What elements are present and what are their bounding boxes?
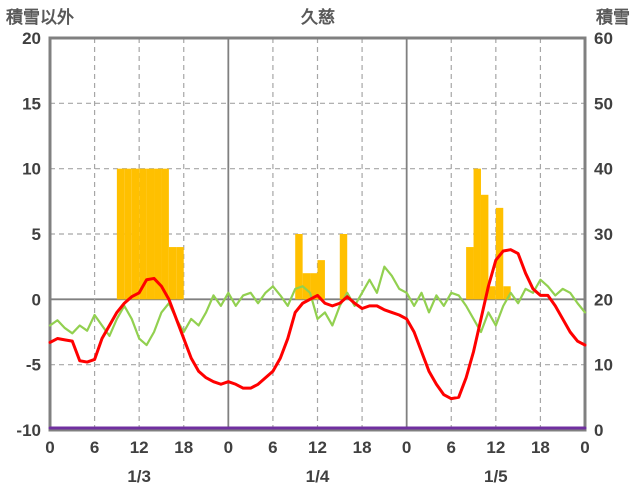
x-tick-label: 12 xyxy=(486,438,505,457)
red-line xyxy=(48,248,587,401)
x-tick-label: 12 xyxy=(308,438,327,457)
x-tick-label: 12 xyxy=(130,438,149,457)
left-tick-label: 15 xyxy=(22,94,41,113)
x-tick-label: 18 xyxy=(353,438,372,457)
left-tick-label: 0 xyxy=(32,290,41,309)
x-tick-label: 0 xyxy=(402,438,411,457)
x-tick-label: 0 xyxy=(580,438,589,457)
left-tick-label: 20 xyxy=(22,29,41,48)
green-line xyxy=(48,265,587,347)
left-tick-label: -10 xyxy=(16,421,41,440)
day-label: 1/3 xyxy=(127,467,151,486)
orange-bars xyxy=(473,168,481,300)
day-label: 1/4 xyxy=(306,467,330,486)
right-tick-label: 50 xyxy=(594,94,613,113)
left-tick-label: 10 xyxy=(22,160,41,179)
x-tick-label: 6 xyxy=(90,438,99,457)
orange-bars xyxy=(466,247,474,300)
orange-bars xyxy=(124,168,132,300)
left-tick-label: 5 xyxy=(32,225,41,244)
orange-bars xyxy=(503,286,511,300)
x-tick-label: 0 xyxy=(224,438,233,457)
orange-bars xyxy=(295,234,303,300)
orange-bars xyxy=(146,168,155,300)
orange-bars xyxy=(139,168,147,300)
x-tick-label: 0 xyxy=(45,438,54,457)
orange-bars xyxy=(339,234,348,300)
orange-bars xyxy=(317,260,325,300)
orange-bars xyxy=(116,168,125,300)
right-tick-label: 10 xyxy=(594,356,613,375)
orange-bars xyxy=(480,194,489,300)
x-tick-label: 18 xyxy=(531,438,550,457)
right-tick-label: 60 xyxy=(594,29,613,48)
left-axis-title: 積雪以外 xyxy=(6,8,74,27)
right-tick-label: 20 xyxy=(594,290,613,309)
orange-bars xyxy=(310,273,318,300)
x-tick-label: 6 xyxy=(447,438,456,457)
right-axis-title: 積雪 xyxy=(596,8,630,27)
left-tick-label: -5 xyxy=(26,356,41,375)
orange-bars xyxy=(168,247,177,300)
orange-bars xyxy=(176,247,184,300)
orange-bars xyxy=(154,168,162,300)
orange-bars xyxy=(302,273,311,300)
orange-bars xyxy=(131,168,140,300)
right-tick-label: 30 xyxy=(594,225,613,244)
x-tick-label: 18 xyxy=(174,438,193,457)
plot-border xyxy=(48,36,587,432)
orange-bars xyxy=(488,286,496,300)
orange-bars xyxy=(161,168,169,300)
x-tick-label: 6 xyxy=(268,438,277,457)
right-tick-label: 40 xyxy=(594,160,613,179)
day-label: 1/5 xyxy=(484,467,508,486)
right-tick-label: 0 xyxy=(594,421,603,440)
